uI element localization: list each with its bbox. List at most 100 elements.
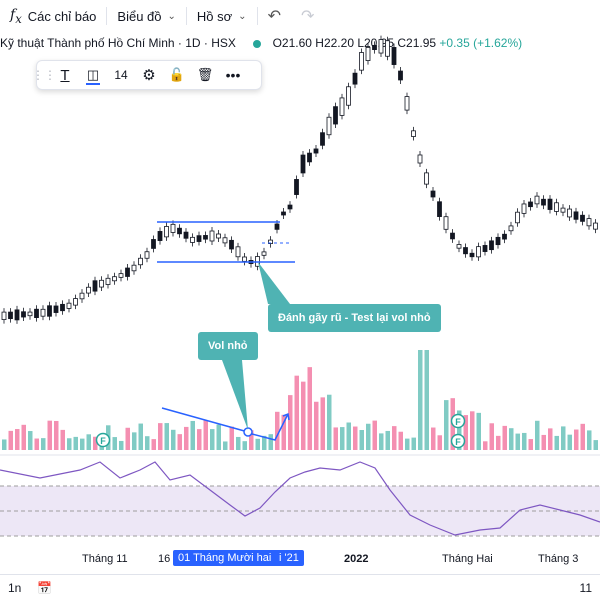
volume-bar [21,424,26,450]
chart-area[interactable]: F F F [0,32,600,547]
text-tool-button[interactable]: T [51,61,79,89]
candle-body [216,233,221,239]
price-change: +0.35 (+1.62%) [439,36,523,50]
candle-body [287,204,293,210]
volume-bar [392,426,397,450]
chart-menu-button[interactable]: Biểu đồ ⌄ [107,0,185,32]
candle-body [554,202,559,212]
price-chart[interactable]: F F F [0,32,600,547]
candle-body [53,305,59,313]
volume-bar [333,427,338,450]
volume-bar [522,432,527,450]
toolbar-divider [185,7,187,25]
svg-text:F: F [100,436,106,446]
volume-bar [561,426,566,450]
drag-handle-icon[interactable]: ⋮⋮ [32,68,56,82]
time-label: Tháng 3 [538,553,579,565]
drawing-anchor-handle[interactable] [243,427,253,437]
candle-body [398,70,403,81]
candle-body [157,231,163,241]
volume-bar [8,430,13,450]
candle-body [586,218,592,227]
time-label: 2022 [344,553,369,565]
volume-bar [236,436,241,450]
vol-callout[interactable]: Vol nhỏ [198,332,258,360]
dividend-marker-icon[interactable]: F [450,433,466,449]
candle-body [333,106,338,125]
candle-body [469,252,475,258]
volume-bar [593,440,598,450]
candle-body [320,132,325,146]
volume-bar [327,394,332,450]
volume-arrow-line[interactable] [251,413,289,441]
dividend-marker-icon[interactable]: F [95,432,111,448]
more-button[interactable]: ••• [219,61,247,89]
volume-bar [418,350,423,450]
candle-body [274,223,280,230]
volume-bar [54,420,59,450]
volume-bar [210,429,215,450]
volume-bar [379,433,384,450]
volume-bar [502,425,507,450]
volume-bar [476,412,481,450]
volume-bar [138,423,143,450]
delete-button[interactable]: 🗑 [191,61,219,89]
candle-body [1,311,7,320]
candle-body [177,227,182,235]
volume-bar [431,427,436,450]
volume-bar [281,414,286,450]
interval-button[interactable]: 1n [8,580,22,595]
volume-bar [411,437,416,450]
volume-bar [483,441,488,450]
lock-button[interactable]: 🔓 [163,61,191,89]
time-axis[interactable]: Tháng 11 16 01 Tháng Mười hai '21 i '21 … [0,548,600,570]
candle-body [21,311,26,318]
volume-bar [457,410,462,450]
candle-body [92,280,98,292]
volume-bar [80,438,85,450]
breakdown-callout[interactable]: Đánh gãy rũ - Test lại vol nhỏ [268,304,441,332]
candle-body [326,116,332,136]
candle-body [281,211,286,216]
volume-bar [444,400,449,450]
volume-bars [2,350,598,450]
candle-body [541,198,546,206]
profile-menu-label: Hồ sơ [196,8,233,24]
volume-bar [28,431,33,450]
more-icon: ••• [225,67,241,83]
fill-color-button[interactable]: ◫ [79,61,107,89]
settings-button[interactable]: ⚙ [135,61,163,89]
volume-bar [528,439,533,450]
font-size-button[interactable]: 14 [107,61,135,89]
volume-bar [463,415,468,450]
candle-body [79,292,85,300]
candle-body [593,222,598,230]
redo-button[interactable]: ↷ [291,0,324,32]
candle-body [144,251,150,259]
candle-body [170,223,176,233]
candle-body [27,311,33,317]
candle-body [463,247,468,255]
volume-bar [320,397,325,450]
symbol-title[interactable]: Kỹ thuật Thành phố Hồ Chí Minh · 1D · HS… [0,36,236,50]
candle-body [99,279,104,288]
volume-bar [268,434,273,450]
dividend-marker-icon[interactable]: F [450,413,466,429]
volume-bar [515,433,520,450]
candle-body [365,47,371,61]
profile-menu-button[interactable]: Hồ sơ ⌄ [187,0,257,32]
volume-bar [184,426,189,450]
volume-trend-line[interactable] [161,407,249,433]
volume-bar [34,438,39,450]
volume-bar [86,434,91,450]
volume-bar [567,434,572,450]
indicators-button[interactable]: fx Các chỉ báo [0,0,106,32]
candle-body [339,97,345,116]
volume-bar [437,435,442,450]
drawing-toolbar: ⋮⋮ T ◫ 14 ⚙ 🔓 🗑 ••• [32,60,262,90]
timezone-label[interactable]: 11 [579,580,592,595]
candle-body [437,201,442,217]
undo-button[interactable]: ↶ [258,0,291,32]
time-label: Tháng 11 [82,553,128,565]
date-range-button[interactable]: 📅 [29,581,60,595]
